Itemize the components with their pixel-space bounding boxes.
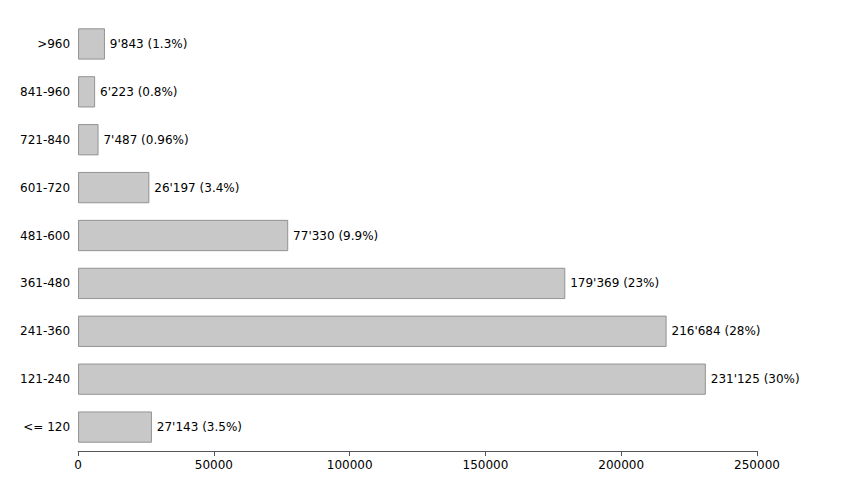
svg-text:200000: 200000 [598,458,644,472]
svg-text:77'330 (9.9%): 77'330 (9.9%) [293,229,378,243]
svg-text:>960: >960 [37,37,70,51]
svg-text:<= 120: <= 120 [23,420,70,434]
svg-text:50000: 50000 [195,458,233,472]
svg-text:100000: 100000 [327,458,373,472]
svg-text:9'843 (1.3%): 9'843 (1.3%) [110,37,188,51]
svg-text:26'197 (3.4%): 26'197 (3.4%) [154,181,239,195]
svg-text:6'223 (0.8%): 6'223 (0.8%) [100,85,178,99]
svg-text:361-480: 361-480 [20,276,70,290]
svg-text:841-960: 841-960 [20,85,70,99]
svg-text:179'369 (23%): 179'369 (23%) [570,276,659,290]
svg-text:241-360: 241-360 [20,324,70,338]
svg-text:481-600: 481-600 [20,229,70,243]
svg-text:231'125 (30%): 231'125 (30%) [711,372,800,386]
svg-text:27'143 (3.5%): 27'143 (3.5%) [157,420,242,434]
svg-text:150000: 150000 [463,458,509,472]
svg-text:121-240: 121-240 [20,372,70,386]
svg-text:721-840: 721-840 [20,133,70,147]
svg-text:216'684 (28%): 216'684 (28%) [672,324,761,338]
svg-text:0: 0 [74,458,82,472]
svg-text:601-720: 601-720 [20,181,70,195]
svg-text:250000: 250000 [734,458,780,472]
svg-text:7'487 (0.96%): 7'487 (0.96%) [103,133,188,147]
